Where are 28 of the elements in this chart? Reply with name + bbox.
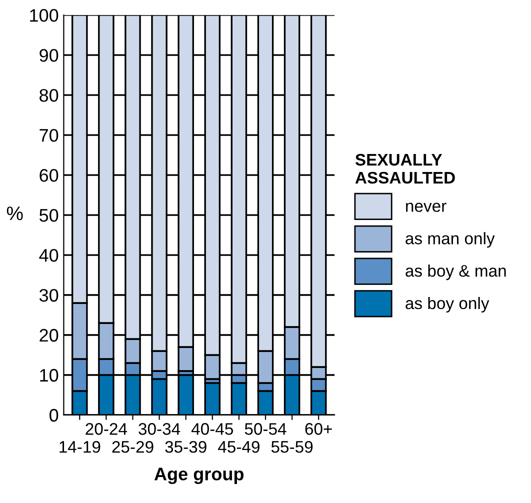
x-tick-label: 25-29 [112,441,154,453]
y-tick-label: 50 [40,208,58,222]
legend-title: SEXUALLY ASSAULTED [355,154,455,184]
x-tick-label: 30-34 [138,423,180,435]
y-axis-title: % [6,206,23,220]
legend-label: as boy only [406,296,490,312]
legend-label: as man only [406,232,495,248]
y-tick-label: 60 [40,168,58,182]
x-tick-label: 40-45 [191,423,234,435]
y-tick-label: 20 [40,328,58,342]
x-tick-label: 35-39 [165,441,206,453]
y-tick-label: 30 [39,288,58,302]
x-axis-title: Age group [154,468,244,484]
y-tick-label: 70 [40,128,58,142]
y-tick-label: 100 [30,9,58,22]
x-tick-label: 14-19 [60,441,100,453]
x-tick-label: 45-49 [218,441,260,453]
y-tick-label: 40 [39,248,58,262]
x-tick-label: 50-54 [244,423,286,435]
y-tick-label: 10 [40,368,58,382]
x-tick-label: 60+ [305,423,332,435]
y-tick-label: 0 [50,408,58,422]
y-tick-label: 90 [40,49,58,62]
x-tick-label: 20-24 [86,423,128,435]
legend-label: as boy & man [406,264,506,280]
x-tick-label: 55-59 [271,441,313,453]
legend-label: never [406,202,446,212]
y-tick-label: 80 [40,89,58,102]
